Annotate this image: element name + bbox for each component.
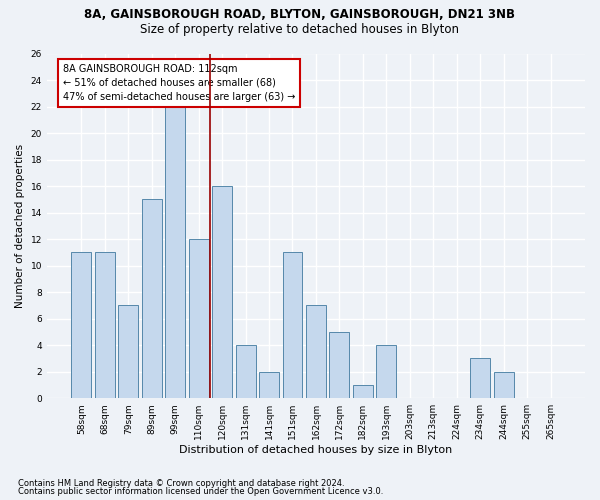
Text: Contains public sector information licensed under the Open Government Licence v3: Contains public sector information licen… — [18, 487, 383, 496]
Bar — [236, 345, 256, 398]
Bar — [306, 306, 326, 398]
Bar — [71, 252, 91, 398]
Bar — [95, 252, 115, 398]
X-axis label: Distribution of detached houses by size in Blyton: Distribution of detached houses by size … — [179, 445, 452, 455]
Bar — [376, 345, 397, 398]
Bar — [165, 106, 185, 398]
Bar — [142, 200, 162, 398]
Bar — [212, 186, 232, 398]
Text: 8A, GAINSBOROUGH ROAD, BLYTON, GAINSBOROUGH, DN21 3NB: 8A, GAINSBOROUGH ROAD, BLYTON, GAINSBORO… — [85, 8, 515, 20]
Bar — [188, 239, 209, 398]
Text: Contains HM Land Registry data © Crown copyright and database right 2024.: Contains HM Land Registry data © Crown c… — [18, 478, 344, 488]
Y-axis label: Number of detached properties: Number of detached properties — [15, 144, 25, 308]
Bar — [329, 332, 349, 398]
Text: 8A GAINSBOROUGH ROAD: 112sqm
← 51% of detached houses are smaller (68)
47% of se: 8A GAINSBOROUGH ROAD: 112sqm ← 51% of de… — [63, 64, 295, 102]
Bar — [259, 372, 279, 398]
Bar — [118, 306, 138, 398]
Bar — [283, 252, 302, 398]
Bar — [353, 385, 373, 398]
Text: Size of property relative to detached houses in Blyton: Size of property relative to detached ho… — [140, 22, 460, 36]
Bar — [494, 372, 514, 398]
Bar — [470, 358, 490, 398]
